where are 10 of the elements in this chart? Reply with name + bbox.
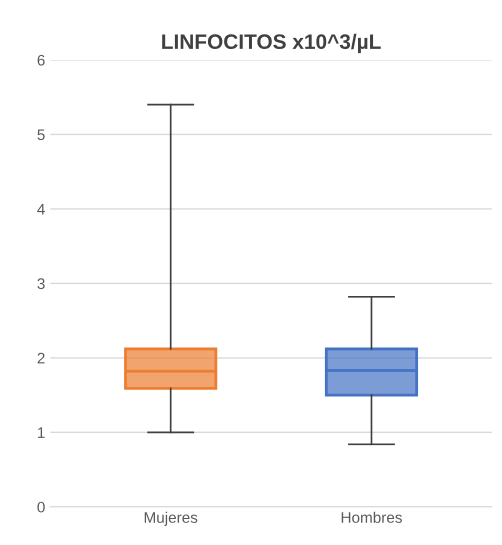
y-tick-label: 4 [37,204,45,214]
y-tick-label: 6 [38,54,45,66]
y-tick-label: 0 [37,502,45,513]
y-tick-label: 5 [37,129,45,140]
y-tick-label: 1 [38,427,45,438]
x-tick-label: Hombres [342,512,402,523]
x-tick-label: Mujeres [144,512,198,526]
y-tick-label: 2 [38,352,45,364]
chart-title: LINFOCITOS x10^3/µL [162,34,381,54]
y-tick-label: 3 [37,278,45,290]
